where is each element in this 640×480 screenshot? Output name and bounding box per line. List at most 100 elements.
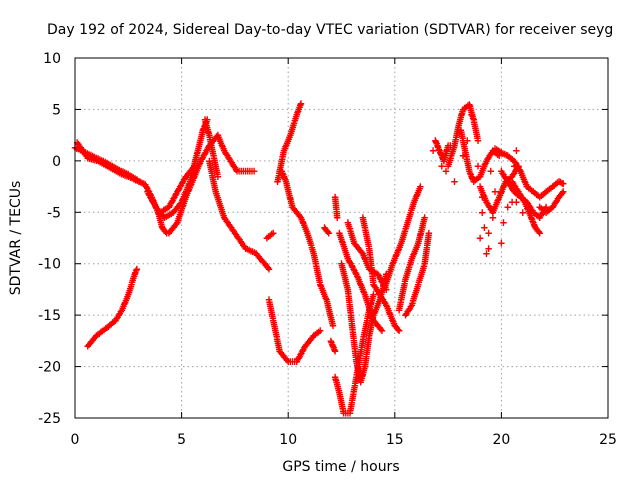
data-point: +	[89, 333, 96, 347]
data-point: +	[382, 278, 389, 292]
data-point: +	[126, 168, 133, 182]
data-point: +	[441, 152, 448, 166]
data-point: +	[369, 310, 376, 324]
data-point: +	[109, 159, 116, 173]
data-point: +	[554, 176, 561, 190]
data-point: +	[147, 190, 154, 204]
data-point: +	[159, 221, 166, 235]
data-point: +	[148, 190, 155, 204]
data-point: +	[363, 317, 370, 331]
data-point: +	[343, 278, 350, 292]
chart-title: Day 192 of 2024, Sidereal Day-to-day VTE…	[47, 22, 613, 38]
data-point: +	[289, 122, 296, 136]
data-point: +	[333, 376, 340, 390]
data-point: +	[236, 164, 243, 178]
data-point: +	[373, 282, 380, 296]
data-point: +	[501, 147, 508, 161]
data-point: +	[202, 116, 209, 130]
data-point: +	[162, 202, 169, 216]
data-point: +	[334, 380, 341, 394]
data-point: +	[85, 338, 92, 352]
data-point: +	[344, 282, 351, 296]
data-point: +	[407, 256, 414, 270]
data-point: +	[204, 122, 211, 136]
data-point: +	[272, 326, 279, 340]
data-point: +	[555, 174, 562, 188]
data-point: +	[206, 138, 213, 152]
data-point: +	[454, 122, 461, 136]
data-point: +	[105, 157, 112, 171]
data-point: +	[186, 181, 193, 195]
data-point: +	[528, 210, 535, 224]
data-point: +	[494, 194, 501, 208]
data-point: +	[366, 262, 373, 276]
data-point: +	[329, 318, 336, 332]
data-point: +	[209, 143, 216, 157]
data-point: +	[202, 145, 209, 159]
data-point: +	[262, 258, 269, 272]
data-point: +	[313, 259, 320, 273]
data-point: +	[297, 98, 304, 112]
data-point: +	[476, 180, 483, 194]
data-point: +	[169, 193, 176, 207]
data-point: +	[211, 181, 218, 195]
data-point: +	[483, 246, 490, 260]
data-point: +	[463, 152, 470, 166]
data-point: +	[266, 228, 273, 242]
data-point: +	[374, 267, 381, 281]
data-point: +	[118, 303, 125, 317]
data-point: +	[515, 185, 522, 199]
data-point: +	[95, 154, 102, 168]
data-point: +	[347, 404, 354, 418]
data-point: +	[207, 132, 214, 146]
data-point: +	[458, 106, 465, 120]
data-point: +	[424, 234, 431, 248]
data-point: +	[361, 219, 368, 233]
data-point: +	[462, 148, 469, 162]
data-point: +	[383, 275, 390, 289]
data-point: +	[506, 178, 513, 192]
data-point: +	[247, 244, 254, 258]
data-point: +	[208, 135, 215, 149]
data-point: +	[121, 166, 128, 180]
data-point: +	[388, 261, 395, 275]
data-point: +	[349, 389, 356, 403]
data-point: +	[197, 133, 204, 147]
data-point: +	[513, 181, 520, 195]
data-point: +	[470, 111, 477, 125]
data-point: +	[348, 228, 355, 242]
data-point: +	[489, 210, 496, 224]
data-point: +	[488, 145, 495, 159]
data-point: +	[398, 236, 405, 250]
data-point: +	[519, 205, 526, 219]
data-point: +	[182, 186, 189, 200]
data-point: +	[362, 322, 369, 336]
data-point: +	[382, 281, 389, 295]
data-point: +	[489, 205, 496, 219]
data-point: +	[367, 305, 374, 319]
data-point: +	[513, 195, 520, 209]
data-point: +	[194, 145, 201, 159]
data-point: +	[450, 143, 457, 157]
data-point: +	[402, 272, 409, 286]
data-point: +	[417, 228, 424, 242]
data-point: +	[498, 164, 505, 178]
data-point: +	[391, 253, 398, 267]
data-point: +	[471, 119, 478, 133]
data-point: +	[183, 168, 190, 182]
data-point: +	[221, 210, 228, 224]
data-point: +	[365, 331, 372, 345]
data-point: +	[293, 205, 300, 219]
data-point: +	[553, 193, 560, 207]
data-point: +	[414, 238, 421, 252]
data-point: +	[524, 203, 531, 217]
data-point: +	[505, 176, 512, 190]
data-point: +	[424, 238, 431, 252]
data-point: +	[298, 212, 305, 226]
data-point: +	[409, 296, 416, 310]
data-point: +	[364, 311, 371, 325]
data-point: +	[411, 290, 418, 304]
data-point: +	[315, 269, 322, 283]
data-point: +	[459, 102, 466, 116]
data-point: +	[356, 242, 363, 256]
